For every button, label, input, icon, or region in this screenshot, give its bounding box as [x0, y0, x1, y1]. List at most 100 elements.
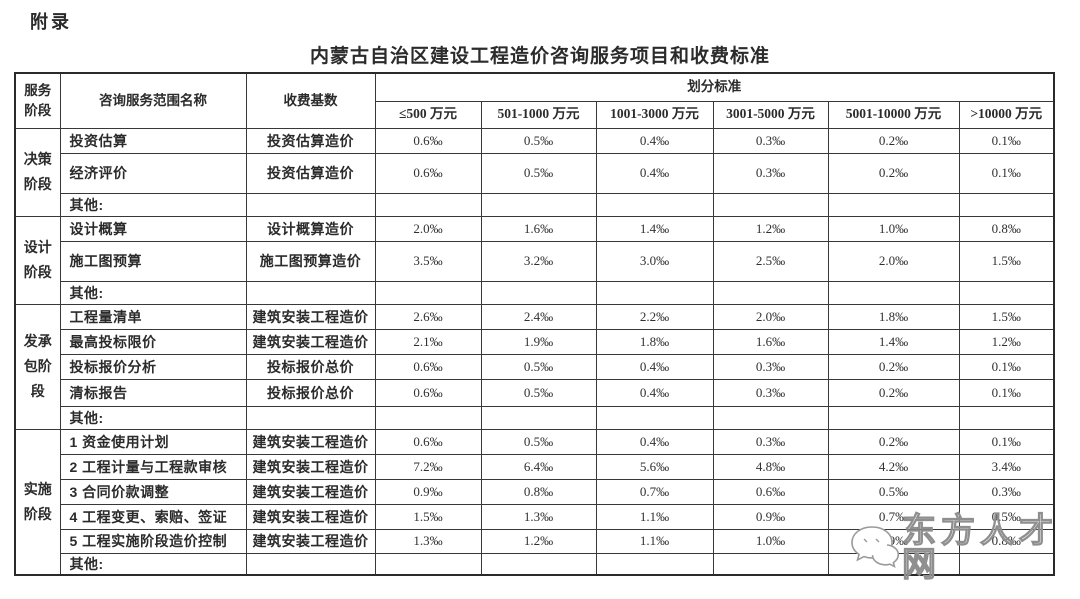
rate-cell: 0.2‰: [827, 152, 960, 194]
rate-cell: 0.6‰: [374, 152, 482, 194]
fee-base-cell: 建筑安装工程造价: [245, 478, 376, 505]
rate-cell: 0.9‰: [827, 528, 960, 554]
rate-cell: 2.4‰: [480, 303, 597, 330]
rate-cell: 2.0‰: [374, 215, 482, 242]
rate-cell: 0.6‰: [374, 378, 482, 407]
service-name-cell: 3 合同价款调整: [59, 478, 247, 505]
rate-cell: [374, 405, 482, 430]
stage-cell: 实施 阶段: [14, 428, 61, 576]
rate-cell: [480, 552, 597, 576]
rate-cell: 0.1‰: [958, 127, 1055, 154]
rate-cell: 1.5‰: [958, 303, 1055, 330]
rate-cell: 0.1‰: [958, 152, 1055, 194]
rate-cell: 3.0‰: [595, 240, 714, 282]
rate-cell: 0.4‰: [595, 127, 714, 154]
rate-cell: [374, 192, 482, 217]
rate-cell: [595, 192, 714, 217]
rate-cell: 0.6‰: [712, 478, 829, 505]
rate-cell: 1.0‰: [712, 528, 829, 554]
rate-cell: 0.8‰: [958, 528, 1055, 554]
service-name-cell: 2 工程计量与工程款审核: [59, 453, 247, 480]
rate-cell: 0.2‰: [827, 378, 960, 407]
rate-cell: 0.2‰: [827, 353, 960, 380]
rate-cell: [595, 405, 714, 430]
rate-cell: 1.2‰: [480, 528, 597, 554]
header-division-standard: 划分标准: [374, 72, 1055, 102]
service-name-cell: 最高投标限价: [59, 328, 247, 355]
service-name-cell: 4 工程变更、索赔、签证: [59, 503, 247, 530]
fee-base-cell: 建筑安装工程造价: [245, 328, 376, 355]
rate-cell: [827, 552, 960, 576]
rate-cell: 3.5‰: [374, 240, 482, 282]
rate-cell: 1.9‰: [480, 328, 597, 355]
fee-base-cell: 投标报价总价: [245, 378, 376, 407]
table-row: 施工图预算 施工图预算造价 3.5‰ 3.2‰ 3.0‰ 2.5‰ 2.0‰ 1.5‰: [15, 240, 1055, 282]
rate-cell: 0.7‰: [827, 503, 960, 530]
fee-base-cell: 投资估算造价: [245, 127, 376, 154]
table-row: 投标报价分析 投标报价总价 0.6‰ 0.5‰ 0.4‰ 0.3‰ 0.2‰ 0.1‰: [15, 353, 1055, 380]
service-name-cell: 投资估算: [59, 127, 247, 154]
rate-cell: [712, 552, 829, 576]
service-name-cell: 工程量清单: [59, 303, 247, 330]
stage-cell: 设计 阶段: [14, 215, 61, 305]
fee-base-cell: 投标报价总价: [245, 353, 376, 380]
fee-base-cell: 投资估算造价: [245, 152, 376, 194]
rate-cell: 0.3‰: [712, 428, 829, 455]
rate-cell: 0.3‰: [712, 378, 829, 407]
table-row: 5 工程实施阶段造价控制 建筑安装工程造价 1.3‰ 1.2‰ 1.1‰ 1.0‰ 0.9‰…: [15, 528, 1055, 554]
header-range: 501-1000 万元: [480, 100, 597, 129]
rate-cell: [712, 280, 829, 305]
header-range: ≤500 万元: [374, 100, 482, 129]
table-row: 设计 阶段 设计概算 设计概算造价 2.0‰ 1.6‰ 1.4‰ 1.2‰ 1.0‰ 0.8‰: [14, 215, 1055, 305]
rate-cell: [827, 192, 960, 217]
rate-cell: 1.1‰: [595, 528, 714, 554]
table-row: 其他:: [15, 552, 1055, 576]
service-name-cell: 其他:: [59, 552, 247, 576]
rate-cell: 0.9‰: [374, 478, 482, 505]
table-row: 其他:: [15, 405, 1055, 430]
rate-cell: 0.3‰: [958, 478, 1055, 505]
fee-base-cell: 建筑安装工程造价: [245, 453, 376, 480]
fee-base-cell: [245, 405, 376, 430]
rate-cell: 1.3‰: [480, 503, 597, 530]
rate-cell: 0.4‰: [595, 152, 714, 194]
rate-cell: [958, 405, 1055, 430]
service-name-cell: 其他:: [59, 192, 247, 217]
rate-cell: 1.4‰: [595, 215, 714, 242]
rate-cell: [480, 280, 597, 305]
rate-cell: [374, 552, 482, 576]
rate-cell: 0.6‰: [374, 127, 482, 154]
table-row: 2 工程计量与工程款审核 建筑安装工程造价 7.2‰ 6.4‰ 5.6‰ 4.8‰ 4.2‰…: [15, 453, 1055, 480]
rate-cell: [480, 405, 597, 430]
rate-cell: 0.7‰: [595, 478, 714, 505]
rate-cell: 0.5‰: [480, 428, 597, 455]
rate-cell: 2.5‰: [712, 240, 829, 282]
rate-cell: 0.5‰: [480, 353, 597, 380]
rate-cell: 0.2‰: [827, 127, 960, 154]
table-row: 清标报告 投标报价总价 0.6‰ 0.5‰ 0.4‰ 0.3‰ 0.2‰ 0.1‰: [15, 378, 1055, 407]
header-scope-name: 咨询服务范围名称: [59, 72, 247, 129]
rate-cell: 0.6‰: [374, 353, 482, 380]
table-row: 其他:: [15, 192, 1055, 217]
table-row: 最高投标限价 建筑安装工程造价 2.1‰ 1.9‰ 1.8‰ 1.6‰ 1.4‰ 1.2‰: [15, 328, 1055, 355]
rate-cell: 0.4‰: [595, 378, 714, 407]
service-name-cell: 5 工程实施阶段造价控制: [59, 528, 247, 554]
fee-base-cell: [245, 280, 376, 305]
rate-cell: 0.8‰: [480, 478, 597, 505]
rate-cell: 0.1‰: [958, 353, 1055, 380]
rate-cell: [958, 552, 1055, 576]
rate-cell: 2.0‰: [712, 303, 829, 330]
header-range: 5001-10000 万元: [827, 100, 960, 129]
rate-cell: 0.3‰: [712, 127, 829, 154]
fee-base-cell: 施工图预算造价: [245, 240, 376, 282]
table-row: 经济评价 投资估算造价 0.6‰ 0.5‰ 0.4‰ 0.3‰ 0.2‰ 0.1‰: [15, 152, 1055, 194]
service-name-cell: 其他:: [59, 405, 247, 430]
rate-cell: [827, 280, 960, 305]
rate-cell: 0.9‰: [712, 503, 829, 530]
rate-cell: 1.6‰: [712, 328, 829, 355]
rate-cell: 7.2‰: [374, 453, 482, 480]
header-range: >10000 万元: [958, 100, 1055, 129]
rate-cell: [595, 280, 714, 305]
rate-cell: [958, 280, 1055, 305]
rate-cell: 3.2‰: [480, 240, 597, 282]
